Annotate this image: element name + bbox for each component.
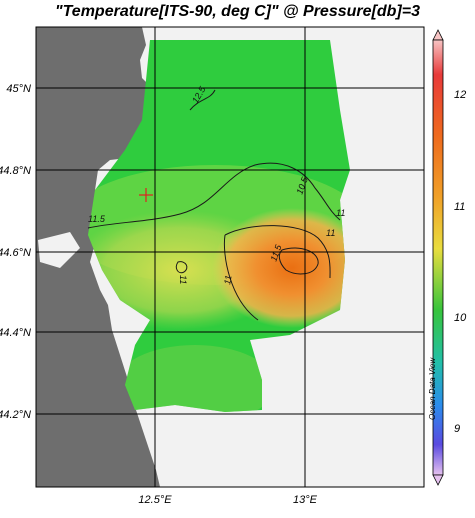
graticule [36,27,424,487]
colorbar-tick: 10 [454,312,467,324]
map-title: "Temperature[ITS-90, deg C]" @ Pressure[… [55,3,420,20]
contour-label: 11 [222,274,233,285]
colorbar-tick: 9 [454,423,460,435]
lon-label: 12.5°E [138,494,172,506]
contour-label: 11 [326,228,335,238]
land-coast [36,27,160,487]
colorbar-bottom-arrow [432,474,444,486]
colorbar-tick: 12 [454,89,466,101]
lat-label: 44.8°N [0,165,31,177]
contour-label: 11.5 [88,214,106,224]
latitude-labels: 45°N 44.8°N 44.6°N 44.4°N 44.2°N [0,83,31,421]
station-marker-red-cross [139,188,153,202]
plot-frame [35,26,425,488]
lon-label: 13°E [293,494,318,506]
longitude-labels: 12.5°E 13°E [138,494,317,506]
contour-label: 11 [178,275,188,284]
colorbar-top-arrow [432,29,444,41]
colorbar: 12 11 10 9 [432,29,467,486]
contour-lines [87,89,341,321]
lat-label: 44.4°N [0,327,31,339]
lagoon [38,232,80,268]
contour-label: 11 [336,208,345,218]
colorbar-tick: 11 [454,201,465,213]
lat-label: 45°N [6,83,31,95]
lat-label: 44.2°N [0,409,31,421]
lat-label: 44.6°N [0,247,31,259]
odv-branding: Ocean Data View [428,357,437,420]
